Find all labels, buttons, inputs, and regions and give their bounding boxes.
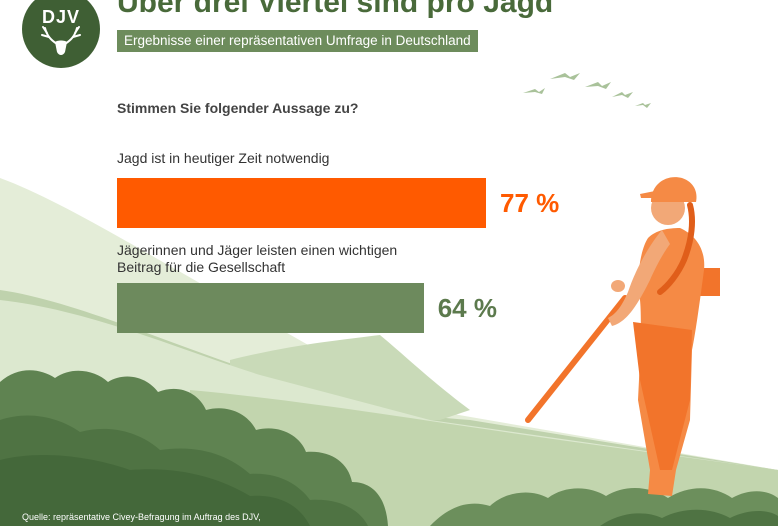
stag-icon (41, 26, 81, 55)
hunter-figure (525, 177, 720, 496)
logo-text: DJV (41, 7, 80, 27)
bar-1 (117, 178, 486, 228)
bar-label-2: Jägerinnen und Jäger leisten einen wicht… (117, 242, 398, 275)
grass-right-dark (600, 509, 778, 526)
survey-question: Stimmen Sie folgender Aussage zu? (117, 100, 359, 116)
page-title: Über drei Viertel sind pro Jagd (117, 0, 554, 19)
bar-value-label-1: 77 % (500, 188, 560, 218)
bar-value-label-2: 64 % (437, 293, 497, 323)
source-note: Quelle: repräsentative Civey-Befragung i… (22, 512, 261, 522)
subtitle-badge: Ergebnisse einer repräsentativen Umfrage… (117, 30, 478, 52)
djv-logo: DJV (22, 0, 100, 68)
bar-2 (117, 283, 424, 333)
birds (523, 73, 651, 108)
bar-label-1: Jagd ist in heutiger Zeit notwendig (117, 150, 330, 166)
bush-front (0, 455, 310, 526)
